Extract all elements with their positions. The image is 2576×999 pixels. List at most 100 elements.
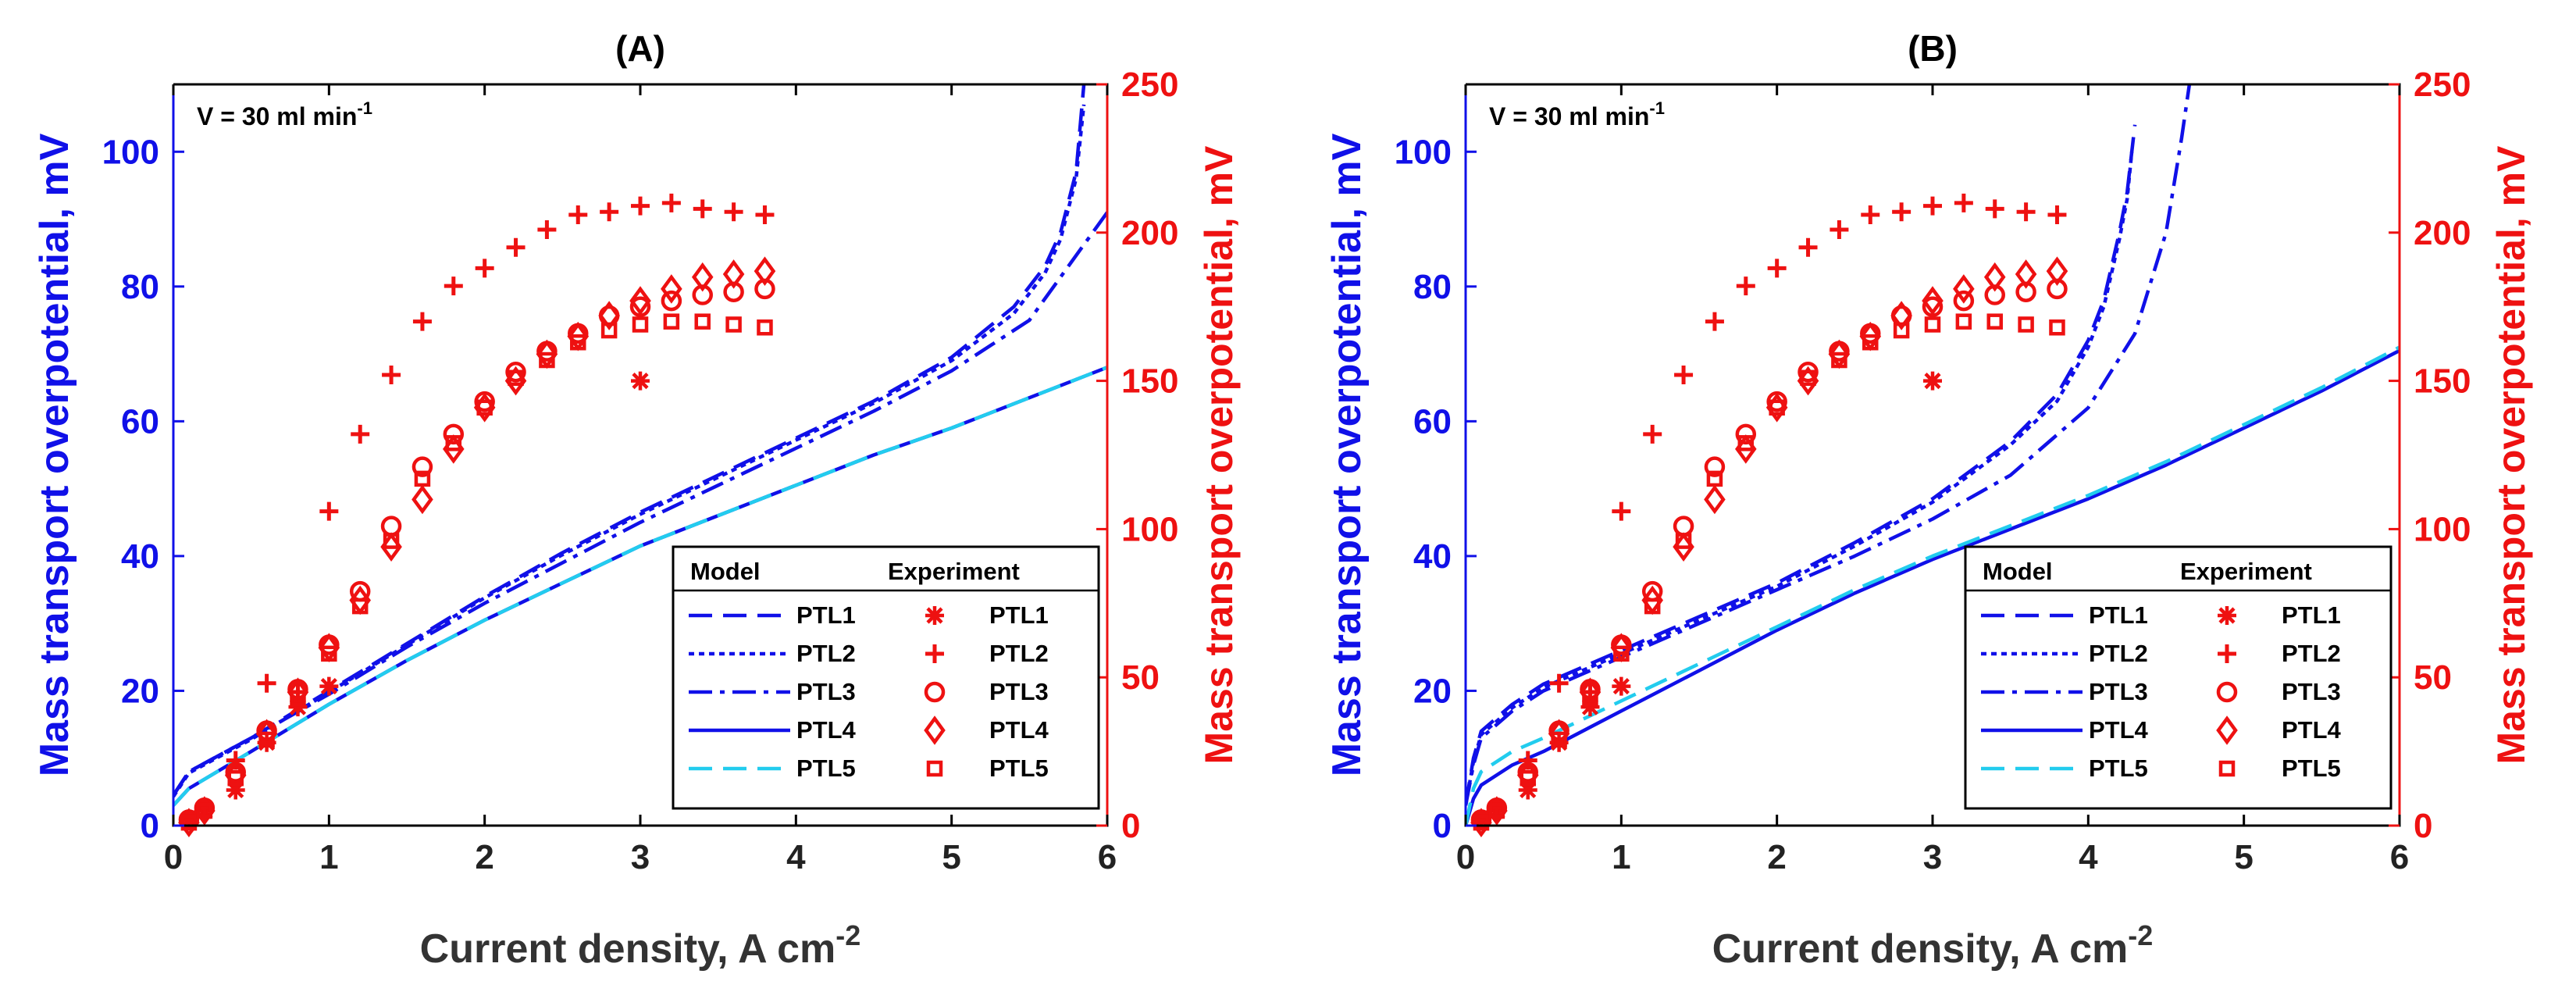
experiment-point-square [926,760,943,777]
y-tick-label: 0 [1433,807,1452,845]
x-tick-label: 1 [1612,838,1630,876]
legend-experiment-label: PTL2 [989,640,1049,667]
x-tick-label: 4 [2079,838,2098,876]
x-tick-label: 2 [1767,838,1786,876]
experiment-point-square [757,319,773,336]
experiment-point-square [1551,731,1567,748]
flow-rate-annotation: V = 30 ml min-1 [197,98,372,130]
experiment-point-asterisk [1580,698,1600,717]
experiment-point-square [1473,814,1490,831]
flow-rate-annotation-text: V = 30 ml min [197,102,357,130]
experiment-point-asterisk [925,606,944,625]
experiment-point-asterisk [1923,371,1942,391]
experiment-point-plus [226,751,245,770]
x-axis-label-text: Current density, A cm [1712,926,2129,972]
y-right-tick-label: 250 [1121,66,1178,104]
x-axis-label: Current density, A cm-2 [1712,919,2154,972]
experiment-point-square [2218,760,2236,777]
x-axis-label-superscript: -2 [836,919,860,951]
experiment-point-square [1862,334,1879,351]
experiment-point-plus [1767,259,1787,278]
y-right-tick-label: 100 [2414,510,2471,548]
legend-model-label: PTL2 [796,640,856,667]
legend-model-label: PTL5 [796,755,856,782]
legend-model-label: PTL1 [2089,601,2148,629]
y-right-tick-label: 200 [1121,214,1178,252]
chart-panel-b: (B)0 1 2 3 4 5 6020406080100050100150200250Cur… [1324,28,2533,972]
experiment-point-plus [1549,673,1569,693]
experiment-point-square [1737,435,1755,451]
flow-rate-annotation-superscript: -1 [1649,98,1665,118]
x-tick-label: 1 [319,838,338,876]
experiment-point-asterisk [2218,606,2236,625]
experiment-point-diamond [1953,274,1975,304]
experiment-point-square [476,399,493,416]
x-tick-label: 5 [942,838,960,876]
experiment-point-square [414,470,431,487]
y-axis-label-right: Mass transport overpotential, mV [2489,145,2533,764]
experiment-point-square [383,533,400,549]
experiment-point-square [694,313,711,330]
experiment-point-diamond [412,484,433,515]
legend: Model Experiment PTL1 PTL2 PTL3 PTL4 PTL5 PTL1 P… [672,545,1100,810]
experiment-point-circle [1673,516,1694,537]
experiment-point-square [1924,316,1941,333]
experiment-point-plus [631,196,650,216]
experiment-point-plus [537,220,557,240]
y-tick-label: 0 [141,807,159,845]
y-tick-label: 20 [121,672,159,710]
experiment-point-diamond [754,256,776,286]
legend-header-model: Model [1983,558,2053,585]
y-right-tick-label: 0 [1121,807,1140,845]
experiment-point-square [1986,313,2003,330]
experiment-point-square [1706,470,1723,487]
x-tick-label: 2 [475,838,493,876]
y-tick-label: 100 [102,133,159,171]
y-tick-label: 20 [1413,672,1452,710]
x-tick-label: 0 [164,838,183,876]
experiment-point-square [227,770,244,787]
y-right-tick-label: 50 [2414,658,2452,697]
experiment-point-plus [1861,205,1880,225]
experiment-point-diamond [2046,256,2068,286]
experiment-point-plus [382,366,401,385]
experiment-point-square [321,645,337,662]
y-tick-label: 40 [1413,537,1452,576]
legend-model-label: PTL4 [2089,716,2149,744]
experiment-point-square [1955,313,1972,330]
experiment-point-square [2049,319,2065,336]
x-tick-label: 3 [1923,838,1942,876]
experiment-point-square [2018,316,2034,333]
experiment-point-square [663,313,680,330]
experiment-point-plus [1674,366,1694,385]
experiment-point-circle [443,423,465,445]
y-axis-label: Mass transport overpotential, mV [1324,133,1370,776]
experiment-markers [178,193,776,838]
legend-experiment-label: PTL5 [989,755,1049,782]
experiment-point-plus [1736,277,1755,296]
experiment-point-plus [2218,644,2236,663]
experiment-point-circle [505,361,526,383]
experiment-point-diamond [629,286,651,316]
x-tick-label: 6 [1098,838,1117,876]
experiment-point-circle [661,290,682,312]
x-axis-label-text: Current density, A cm [420,926,836,972]
experiment-point-plus [755,205,775,225]
y-right-tick-label: 150 [2414,362,2471,401]
experiment-point-square [290,690,306,707]
experiment-point-circle [924,681,946,703]
y-axis-label: Mass transport overpotential, mV [32,133,77,776]
legend-model-label: PTL4 [796,716,857,744]
legend-header-experiment: Experiment [888,558,1020,585]
experiment-point-square [725,316,742,333]
experiment-point-diamond [722,259,745,289]
legend-model-label: PTL1 [796,601,856,629]
experiment-point-plus [1643,424,1662,444]
model-curves [1466,84,2400,826]
experiment-point-plus [351,424,370,444]
y-tick-label: 60 [121,402,159,441]
legend-header-model: Model [690,558,761,585]
legend-model-label: PTL3 [2089,678,2148,705]
x-tick-label: 3 [631,838,650,876]
